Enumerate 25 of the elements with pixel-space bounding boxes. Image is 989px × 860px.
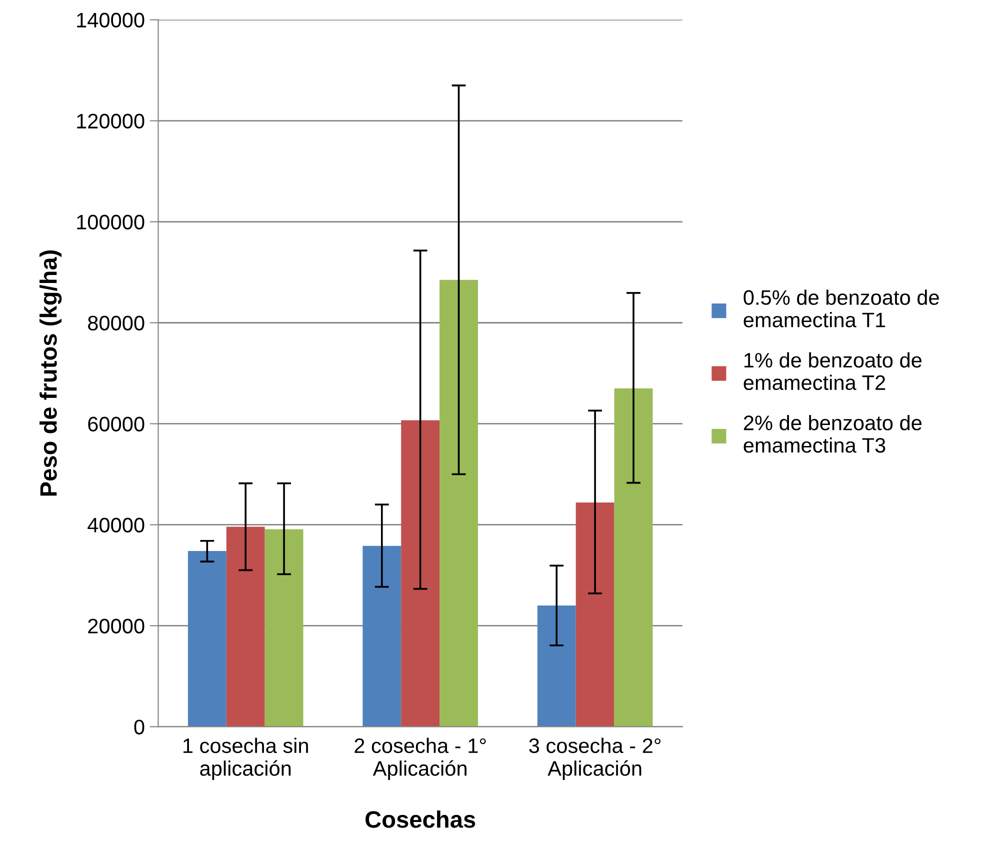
- y-axis-title: Peso de frutos (kg/ha): [40, 250, 62, 496]
- x-tick-label: 2 cosecha - 1° Aplicación: [354, 738, 486, 780]
- bar: [401, 420, 440, 727]
- legend-label: 1% de benzoato de emamectina T2: [744, 352, 922, 390]
- y-tick-label: 20000: [88, 618, 144, 634]
- bar: [362, 546, 402, 727]
- x-tick-label: 3 cosecha - 2° Aplicación: [529, 738, 661, 780]
- y-tick-label: 120000: [77, 114, 144, 129]
- legend-label: 2% de benzoato de emamectina T3: [744, 415, 922, 453]
- bar: [576, 502, 614, 727]
- y-tick-label: 80000: [88, 316, 144, 330]
- y-tick-label: 0: [134, 720, 144, 734]
- bar: [537, 606, 576, 727]
- legend-label: 0.5% de benzoato de emamectina T1: [744, 290, 939, 328]
- bar: [188, 550, 226, 727]
- y-tick-label: 60000: [88, 416, 144, 432]
- bar: [614, 388, 653, 727]
- bar: [226, 526, 265, 727]
- bar: [264, 529, 304, 727]
- y-tick-label: 40000: [88, 518, 144, 532]
- x-tick-label: 1 cosecha sin aplicación: [184, 738, 308, 780]
- y-tick-label: 140000: [77, 12, 144, 28]
- y-tick-label: 100000: [77, 214, 144, 230]
- bar: [440, 280, 478, 727]
- x-axis-title: Cosechas: [366, 810, 476, 828]
